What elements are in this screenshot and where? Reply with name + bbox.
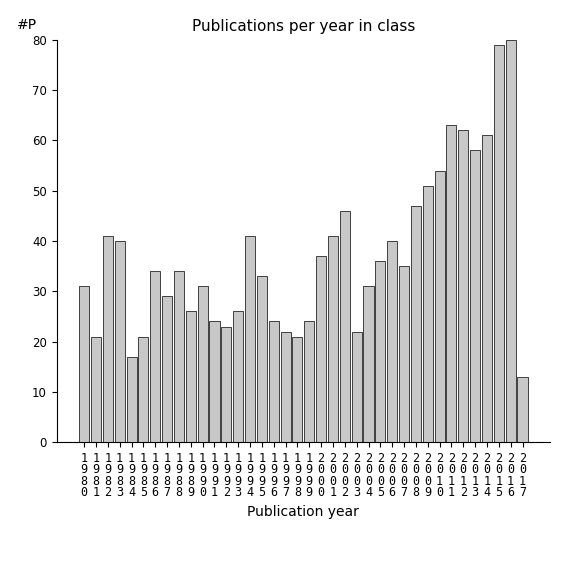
Bar bbox=[174, 271, 184, 442]
Bar bbox=[233, 311, 243, 442]
Bar bbox=[304, 321, 314, 442]
Bar bbox=[399, 266, 409, 442]
Bar bbox=[423, 185, 433, 442]
Bar bbox=[245, 236, 255, 442]
Bar bbox=[186, 311, 196, 442]
Bar bbox=[79, 286, 89, 442]
X-axis label: Publication year: Publication year bbox=[247, 505, 359, 519]
Bar bbox=[411, 206, 421, 442]
Bar bbox=[434, 171, 445, 442]
Bar bbox=[470, 150, 480, 442]
Bar bbox=[103, 236, 113, 442]
Bar bbox=[126, 357, 137, 442]
Bar bbox=[257, 276, 267, 442]
Bar bbox=[150, 271, 160, 442]
Y-axis label: #P: #P bbox=[17, 18, 37, 32]
Bar bbox=[198, 286, 208, 442]
Bar bbox=[91, 337, 101, 442]
Bar bbox=[387, 241, 397, 442]
Bar bbox=[281, 332, 291, 442]
Bar bbox=[328, 236, 338, 442]
Bar bbox=[340, 211, 350, 442]
Bar bbox=[518, 377, 527, 442]
Title: Publications per year in class: Publications per year in class bbox=[192, 19, 415, 35]
Bar bbox=[293, 337, 302, 442]
Bar bbox=[269, 321, 279, 442]
Bar bbox=[316, 256, 326, 442]
Bar bbox=[363, 286, 374, 442]
Bar bbox=[494, 45, 504, 442]
Bar bbox=[209, 321, 219, 442]
Bar bbox=[446, 125, 456, 442]
Bar bbox=[162, 297, 172, 442]
Bar bbox=[221, 327, 231, 442]
Bar bbox=[458, 130, 468, 442]
Bar bbox=[375, 261, 386, 442]
Bar bbox=[138, 337, 149, 442]
Bar bbox=[115, 241, 125, 442]
Bar bbox=[506, 40, 516, 442]
Bar bbox=[482, 136, 492, 442]
Bar bbox=[352, 332, 362, 442]
